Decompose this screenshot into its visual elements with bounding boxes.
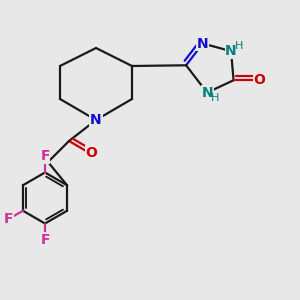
- Text: F: F: [4, 212, 14, 226]
- Text: F: F: [40, 233, 50, 247]
- Text: N: N: [201, 85, 213, 100]
- Text: H: H: [235, 41, 244, 51]
- Text: N: N: [225, 44, 237, 58]
- Text: H: H: [211, 93, 220, 103]
- Text: O: O: [85, 146, 98, 160]
- Text: O: O: [254, 73, 266, 87]
- Text: N: N: [197, 37, 208, 50]
- Text: N: N: [90, 113, 102, 127]
- Text: F: F: [40, 149, 50, 163]
